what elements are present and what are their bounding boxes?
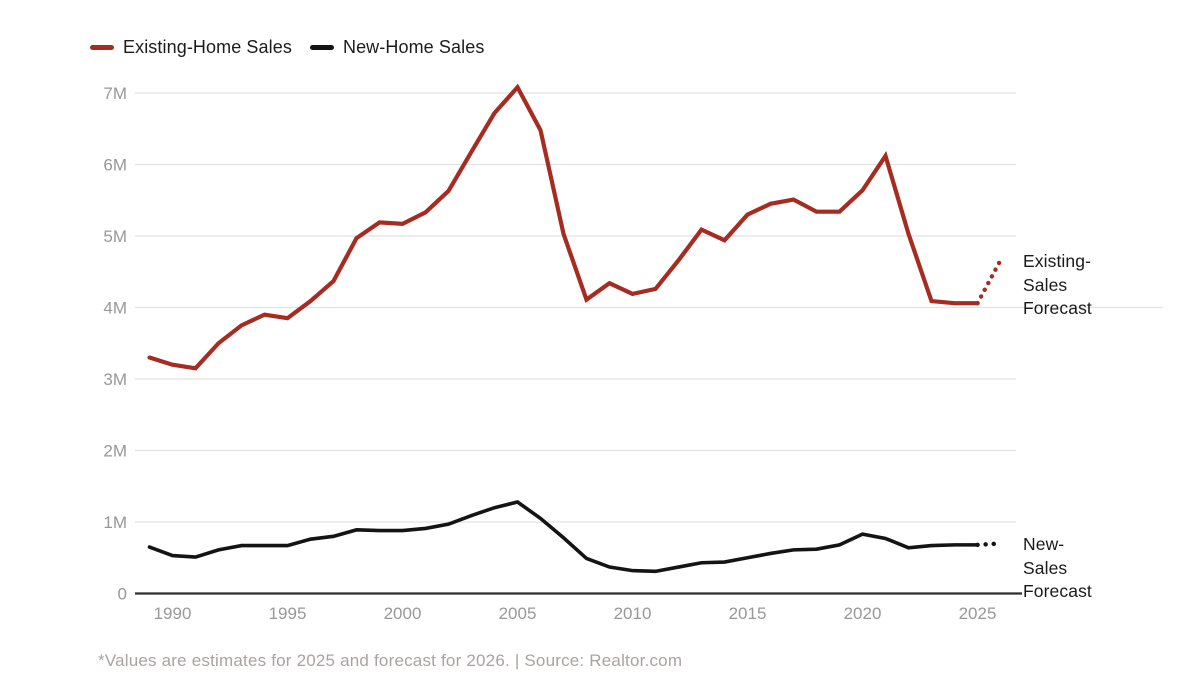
- existing-forecast-line3: Forecast: [1023, 298, 1092, 318]
- legend-label-new: New-Home Sales: [342, 37, 485, 57]
- existing-sales-forecast-dotted-line: [975, 258, 1003, 306]
- y-tick-0: 0: [118, 585, 127, 604]
- y-tick-2m: 2M: [103, 442, 127, 461]
- existing-forecast-line2: Sales: [1023, 274, 1068, 295]
- x-axis-labels: 1990 1995 2000 2005 2010 2015 2020 2025: [154, 604, 997, 623]
- y-tick-1m: 1M: [103, 513, 127, 532]
- y-tick-5m: 5M: [103, 227, 127, 246]
- x-tick-2015: 2015: [729, 604, 767, 623]
- y-tick-4m: 4M: [103, 299, 127, 318]
- new-forecast-line2: Sales: [1023, 557, 1068, 578]
- source-footnote: *Values are estimates for 2025 and forec…: [98, 651, 683, 670]
- existing-home-sales-line: [147, 83, 980, 371]
- y-axis-labels: 0 1M 2M 3M 4M 5M 6M 7M: [103, 84, 127, 604]
- x-tick-2025: 2025: [959, 604, 997, 623]
- x-tick-2005: 2005: [499, 604, 537, 623]
- existing-sales-forecast-label: Existing- Sales Forecast: [1023, 250, 1173, 321]
- y-tick-7m: 7M: [103, 84, 127, 103]
- new-home-sales-line: [147, 500, 980, 574]
- new-forecast-line1: New-: [1023, 534, 1065, 554]
- new-series-swatch-icon: [309, 45, 334, 50]
- legend: Existing-Home Sales New-Home Sales: [90, 37, 484, 58]
- legend-item-new-home-sales: New-Home Sales: [309, 37, 485, 58]
- gridlines: [135, 92, 1163, 595]
- existing-forecast-line1: Existing-: [1023, 251, 1092, 271]
- new-sales-forecast-dotted-line: [975, 541, 1003, 548]
- x-tick-1995: 1995: [269, 604, 307, 623]
- x-tick-2010: 2010: [614, 604, 652, 623]
- existing-series-swatch-icon: [90, 45, 114, 50]
- legend-item-existing-home-sales: Existing-Home Sales: [90, 37, 292, 58]
- x-tick-2000: 2000: [384, 604, 422, 623]
- y-tick-6m: 6M: [103, 156, 127, 175]
- x-tick-2020: 2020: [844, 604, 882, 623]
- y-tick-3m: 3M: [103, 370, 127, 389]
- line-chart: 0 1M 2M 3M 4M 5M 6M 7M 1990 1995 2000 20…: [103, 83, 1163, 623]
- new-forecast-line3: Forecast: [1023, 581, 1092, 601]
- new-sales-forecast-label: New- Sales Forecast: [1023, 533, 1173, 604]
- legend-label-existing: Existing-Home Sales: [123, 37, 292, 57]
- x-tick-1990: 1990: [154, 604, 192, 623]
